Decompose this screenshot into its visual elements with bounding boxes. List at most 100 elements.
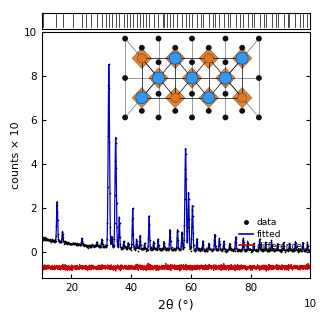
Point (136, 246, 141, 251)
Point (60, 232, 65, 237)
Point (202, 248, 207, 253)
Point (200, 238, 205, 243)
Point (106, 82, 111, 87)
Point (187, 244, 192, 249)
Point (108, 241, 113, 246)
Point (265, 247, 270, 252)
Point (155, 243, 160, 248)
Point (171, 247, 176, 252)
Point (116, 235, 121, 240)
Point (172, 246, 178, 252)
Point (101, 245, 106, 250)
Point (201, 242, 206, 247)
Point (202, 248, 207, 253)
Point (146, 243, 151, 248)
Point (117, 235, 123, 240)
Point (297, 248, 302, 253)
Circle shape (156, 91, 162, 97)
Point (233, 236, 238, 241)
Point (195, 247, 200, 252)
Circle shape (220, 72, 231, 84)
Point (299, 248, 304, 253)
Point (197, 248, 202, 253)
Point (271, 248, 276, 253)
Point (134, 242, 140, 247)
Point (117, 221, 122, 226)
Point (188, 248, 193, 253)
Point (68, 241, 73, 246)
Point (45, 236, 50, 242)
Point (253, 247, 258, 252)
Circle shape (156, 59, 162, 65)
Point (139, 247, 144, 252)
Point (178, 247, 183, 252)
Point (133, 245, 138, 250)
Point (223, 248, 228, 253)
Point (167, 228, 172, 234)
Point (141, 246, 146, 251)
Point (52, 240, 58, 245)
Point (286, 245, 292, 250)
Point (131, 243, 136, 248)
Point (99, 237, 104, 243)
Point (206, 241, 212, 246)
Point (105, 237, 110, 242)
Point (253, 246, 259, 252)
Point (282, 247, 287, 252)
Point (112, 192, 117, 197)
Point (219, 248, 224, 253)
Point (231, 247, 236, 252)
Point (60, 235, 66, 240)
Point (229, 247, 234, 252)
Point (138, 234, 143, 239)
Point (256, 246, 261, 251)
Point (134, 236, 139, 242)
Point (145, 248, 150, 253)
Point (301, 247, 306, 252)
Point (176, 247, 181, 252)
Point (267, 249, 272, 254)
Point (159, 247, 164, 252)
Point (128, 247, 133, 252)
Point (140, 247, 145, 252)
Point (92, 244, 97, 249)
Point (95, 243, 100, 248)
Point (193, 248, 198, 253)
Point (137, 245, 142, 251)
Point (84, 244, 89, 249)
Point (68, 242, 73, 247)
Point (57, 239, 62, 244)
Point (283, 248, 288, 253)
Point (207, 247, 212, 252)
Point (107, 140, 112, 145)
Point (252, 247, 258, 252)
Point (82, 242, 87, 247)
Point (213, 240, 218, 245)
Point (178, 247, 183, 252)
Point (84, 244, 89, 249)
Point (142, 240, 147, 245)
Point (284, 248, 289, 253)
Point (204, 246, 209, 252)
Point (218, 247, 223, 252)
Point (57, 238, 62, 243)
Point (128, 244, 133, 250)
Point (278, 247, 283, 252)
Point (303, 247, 308, 252)
Point (90, 242, 95, 247)
Point (53, 234, 59, 239)
Point (240, 237, 245, 243)
Point (219, 248, 224, 253)
Point (104, 244, 109, 249)
Point (251, 240, 256, 245)
Point (304, 247, 309, 252)
Point (43, 237, 48, 242)
Point (222, 245, 227, 250)
Point (134, 239, 139, 244)
Point (218, 245, 223, 250)
Point (162, 240, 167, 245)
Point (162, 244, 167, 249)
Point (307, 248, 312, 253)
Point (59, 238, 64, 243)
Point (47, 237, 52, 242)
